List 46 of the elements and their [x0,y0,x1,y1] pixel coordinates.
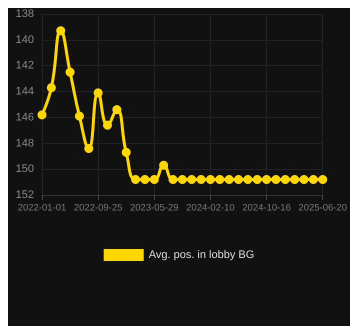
point [271,174,280,184]
y-tick-label: 140 [16,34,34,46]
point [178,174,187,184]
point [94,88,103,98]
point [308,174,318,184]
point [168,174,178,184]
y-tick-label: 152 [16,189,34,201]
point [112,105,122,114]
point [206,174,215,184]
point [140,174,150,184]
point [243,174,252,184]
y-tick-label: 144 [16,86,34,98]
point [234,174,243,184]
point [66,68,75,77]
y-tick-label: 148 [16,137,34,150]
x-tick-label: 2022-01-01 [18,202,66,214]
point [196,174,206,184]
point [280,174,290,184]
y-tick-label: 146 [16,111,34,124]
point [224,174,234,184]
x-tick-label: 2025-06-20 [298,202,348,214]
point [290,174,300,184]
point [56,26,66,36]
point [122,148,131,157]
x-tick-label: 2023-05-29 [130,202,179,214]
x-tick-label: 2024-02-10 [186,202,235,214]
point [318,174,328,184]
legend-label: Avg. pos. in lobby BG [148,249,254,261]
point [262,174,272,184]
y-tick-label: 138 [16,8,34,20]
point [150,174,159,184]
x-tick-label: 2024-10-16 [242,202,291,214]
point [159,160,168,170]
point [252,174,262,184]
x-tick-label: 2022-09-25 [74,202,122,214]
y-tick-label: 150 [16,163,34,176]
point [215,174,224,184]
point [84,144,94,153]
point [38,110,46,120]
point [46,83,56,92]
point [103,120,112,130]
point [74,112,84,121]
point [131,174,140,184]
point [187,174,196,184]
point [300,174,308,184]
y-tick-label: 142 [16,60,34,72]
